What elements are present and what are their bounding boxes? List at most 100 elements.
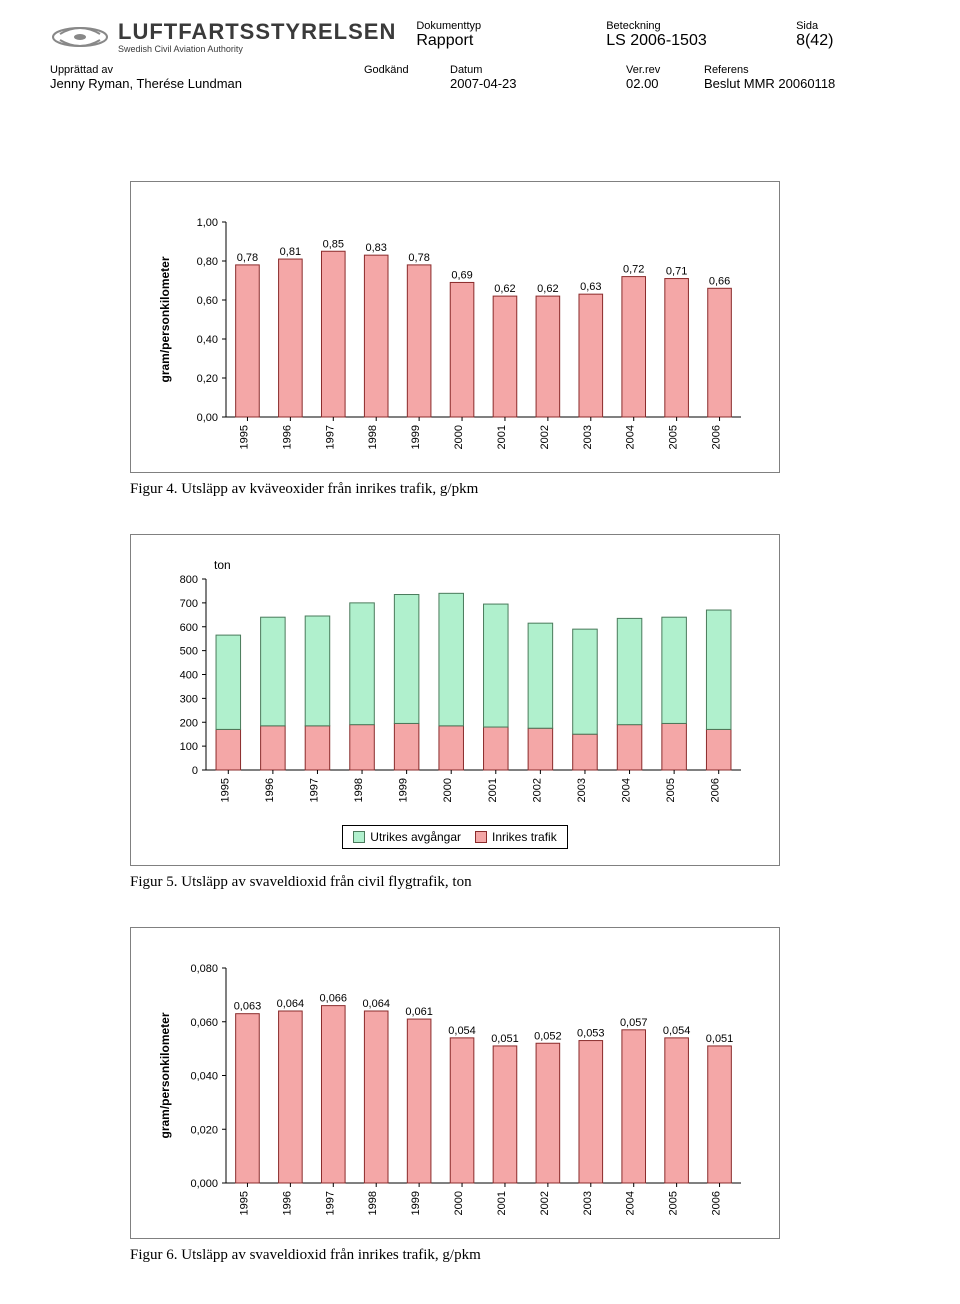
svg-text:1996: 1996 — [281, 1191, 293, 1215]
ver-col: Ver.rev 02.00 — [626, 64, 704, 91]
svg-text:300: 300 — [180, 693, 198, 705]
svg-text:0,060: 0,060 — [190, 1017, 218, 1029]
charts-container: 0,000,200,400,600,801,000,7819950,811996… — [130, 181, 780, 1264]
svg-text:0,71: 0,71 — [666, 266, 687, 278]
svg-text:0,061: 0,061 — [405, 1006, 433, 1018]
chart1-caption: Figur 4. Utsläpp av kväveoxider från inr… — [130, 481, 780, 498]
chart1-box: 0,000,200,400,600,801,000,7819950,811996… — [130, 181, 780, 473]
pagenum-value: 8(42) — [796, 32, 910, 50]
svg-text:2003: 2003 — [582, 425, 594, 449]
svg-text:0,62: 0,62 — [494, 283, 515, 295]
doctype-col: Dokumenttyp Rapport — [416, 20, 606, 50]
svg-text:0,063: 0,063 — [234, 1001, 262, 1013]
chart3-caption: Figur 6. Utsläpp av svaveldioxid från in… — [130, 1247, 780, 1264]
svg-text:600: 600 — [180, 622, 198, 634]
reference-col: Referens Beslut MMR 20060118 — [704, 64, 910, 91]
chart1-svg: 0,000,200,400,600,801,000,7819950,811996… — [151, 202, 751, 462]
pagenum-label: Sida — [796, 20, 910, 32]
svg-text:100: 100 — [180, 741, 198, 753]
svg-text:1996: 1996 — [264, 778, 276, 802]
legend-swatch-inrikes — [475, 831, 487, 843]
svg-text:0,066: 0,066 — [320, 993, 348, 1005]
chart3-box: 0,0000,0200,0400,0600,0800,06319950,0641… — [130, 927, 780, 1239]
svg-text:0,053: 0,053 — [577, 1028, 605, 1040]
ref-value: LS 2006-1503 — [606, 32, 796, 50]
svg-text:0,69: 0,69 — [451, 269, 472, 281]
ver-label: Ver.rev — [626, 64, 704, 76]
svg-text:2001: 2001 — [496, 425, 508, 449]
svg-text:0,051: 0,051 — [491, 1033, 519, 1045]
svg-text:2002: 2002 — [531, 778, 543, 802]
doc-header: LUFTFARTSSTYRELSEN Swedish Civil Aviatio… — [50, 20, 910, 54]
svg-text:1999: 1999 — [398, 778, 410, 802]
svg-text:2000: 2000 — [453, 1191, 465, 1215]
svg-text:2001: 2001 — [496, 1191, 508, 1215]
chart2-legend-wrap: Utrikes avgångar Inrikes trafik — [151, 825, 759, 849]
svg-text:0,080: 0,080 — [190, 963, 218, 975]
svg-text:400: 400 — [180, 670, 198, 682]
doctype-value: Rapport — [416, 32, 606, 50]
page: LUFTFARTSSTYRELSEN Swedish Civil Aviatio… — [0, 0, 960, 1304]
reference-label: Referens — [704, 64, 910, 76]
svg-text:0,051: 0,051 — [706, 1033, 734, 1045]
svg-text:1999: 1999 — [410, 425, 422, 449]
svg-text:0,064: 0,064 — [362, 998, 390, 1010]
svg-text:1996: 1996 — [281, 425, 293, 449]
svg-text:0,85: 0,85 — [323, 238, 344, 250]
svg-text:1997: 1997 — [324, 1191, 336, 1215]
logo-sub: Swedish Civil Aviation Authority — [118, 45, 396, 54]
chart2-caption: Figur 5. Utsläpp av svaveldioxid från ci… — [130, 874, 780, 891]
svg-text:0,054: 0,054 — [448, 1025, 476, 1037]
svg-text:0,064: 0,064 — [277, 998, 305, 1010]
svg-text:500: 500 — [180, 646, 198, 658]
svg-text:0,040: 0,040 — [190, 1071, 218, 1083]
logo: LUFTFARTSSTYRELSEN Swedish Civil Aviatio… — [50, 20, 396, 54]
svg-text:200: 200 — [180, 717, 198, 729]
aviation-logo-icon — [50, 20, 110, 54]
legend-swatch-utrikes — [353, 831, 365, 843]
svg-text:2000: 2000 — [453, 425, 465, 449]
chart3-svg: 0,0000,0200,0400,0600,0800,06319950,0641… — [151, 948, 751, 1228]
legend-inrikes-label: Inrikes trafik — [492, 830, 557, 844]
svg-text:2006: 2006 — [711, 1191, 723, 1215]
svg-text:ton: ton — [214, 558, 231, 572]
svg-text:1997: 1997 — [324, 425, 336, 449]
date-label: Datum — [450, 64, 626, 76]
reference-value: Beslut MMR 20060118 — [704, 76, 910, 91]
chart2-box: ton0100200300400500600700800199519961997… — [130, 534, 780, 866]
svg-text:0,020: 0,020 — [190, 1124, 218, 1136]
legend-utrikes-label: Utrikes avgångar — [370, 830, 461, 844]
chart2-legend: Utrikes avgångar Inrikes trafik — [342, 825, 567, 849]
svg-text:0,000: 0,000 — [190, 1178, 218, 1190]
svg-text:0,057: 0,057 — [620, 1017, 648, 1029]
logo-text: LUFTFARTSSTYRELSEN Swedish Civil Aviatio… — [118, 21, 396, 54]
svg-text:gram/personkilometer: gram/personkilometer — [158, 1012, 172, 1138]
svg-text:1997: 1997 — [308, 778, 320, 802]
svg-text:2002: 2002 — [539, 425, 551, 449]
legend-utrikes: Utrikes avgångar — [353, 830, 461, 844]
svg-text:1998: 1998 — [367, 1191, 379, 1215]
svg-text:1,00: 1,00 — [197, 217, 218, 229]
svg-text:0,054: 0,054 — [663, 1025, 691, 1037]
svg-text:0,78: 0,78 — [408, 252, 429, 264]
date-col: Datum 2007-04-23 — [450, 64, 626, 91]
svg-text:2003: 2003 — [582, 1191, 594, 1215]
svg-text:1998: 1998 — [353, 778, 365, 802]
author-label: Upprättad av — [50, 64, 364, 76]
svg-text:0,78: 0,78 — [237, 252, 258, 264]
svg-text:700: 700 — [180, 598, 198, 610]
svg-text:1999: 1999 — [410, 1191, 422, 1215]
svg-text:2006: 2006 — [711, 425, 723, 449]
svg-text:0,60: 0,60 — [197, 295, 218, 307]
approved-label: Godkänd — [364, 64, 450, 76]
header-row2: Upprättad av Jenny Ryman, Therése Lundma… — [50, 64, 910, 91]
svg-text:0,66: 0,66 — [709, 275, 730, 287]
svg-text:0,63: 0,63 — [580, 281, 601, 293]
chart2-svg: ton0100200300400500600700800199519961997… — [151, 555, 751, 815]
svg-text:0,00: 0,00 — [197, 412, 218, 424]
svg-text:800: 800 — [180, 574, 198, 586]
header-meta: Dokumenttyp Rapport Beteckning LS 2006-1… — [416, 20, 910, 50]
svg-text:0,62: 0,62 — [537, 283, 558, 295]
svg-text:2000: 2000 — [442, 778, 454, 802]
legend-inrikes: Inrikes trafik — [475, 830, 557, 844]
